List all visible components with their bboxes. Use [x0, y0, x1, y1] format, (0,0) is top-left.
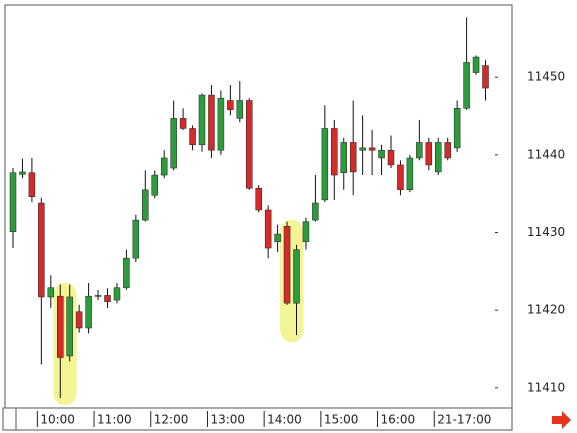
candle-body	[472, 56, 480, 73]
candle-body	[113, 287, 121, 301]
candle-body	[283, 226, 291, 304]
candle-body	[397, 164, 404, 191]
candle-body	[57, 295, 64, 358]
candle-body	[444, 142, 451, 159]
scroll-arrow[interactable]	[552, 411, 571, 429]
candle-body	[312, 202, 319, 221]
x-tick-label: 16:00	[381, 413, 416, 427]
candle-body	[28, 172, 36, 198]
candle-body	[160, 157, 168, 176]
candle-body	[368, 147, 376, 151]
candle-body	[302, 221, 310, 243]
candle-body	[349, 142, 357, 173]
candle-body	[9, 172, 17, 232]
candle-body	[132, 219, 140, 259]
candle-body	[104, 295, 111, 302]
candle-body	[387, 149, 395, 166]
y-tick-label: 11410	[527, 380, 565, 394]
candle-body	[208, 94, 215, 151]
y-tick-label: 11420	[527, 303, 565, 317]
x-tick-label: 12:00	[154, 413, 189, 427]
candle-body	[47, 287, 55, 298]
candle-body	[482, 65, 489, 89]
candle-body	[378, 149, 385, 159]
highlight	[53, 283, 77, 405]
candle-body	[19, 171, 26, 175]
highlight	[280, 220, 304, 342]
candle-body	[425, 142, 433, 166]
candle-body	[274, 233, 281, 243]
candle-body	[151, 174, 158, 196]
y-tick-label: 11440	[527, 147, 565, 161]
candle-body	[453, 108, 461, 149]
x-tick-label: 21-17:00	[437, 413, 491, 427]
x-tick-label: 11:00	[97, 413, 132, 427]
candle-body	[406, 157, 414, 191]
candle-body	[75, 311, 83, 329]
candle-body	[142, 189, 149, 221]
candle-body	[66, 296, 73, 357]
candle-body	[340, 142, 347, 173]
y-tick-label: 11430	[527, 225, 565, 239]
y-tick-label: 11450	[527, 70, 565, 84]
candle-body	[123, 257, 130, 288]
candle-body	[227, 100, 234, 111]
x-tick-label: 14:00	[267, 413, 302, 427]
x-tick-label: 13:00	[210, 413, 245, 427]
scroll-box	[2, 407, 17, 431]
candle-body	[236, 100, 244, 119]
candle-body	[170, 118, 177, 169]
candle-body	[264, 209, 272, 249]
candle-body	[331, 128, 338, 176]
candle-body	[359, 147, 366, 151]
candle-body	[189, 128, 196, 146]
x-tick-label: 15:00	[324, 413, 359, 427]
candle-body	[179, 118, 187, 129]
candle-body	[435, 142, 442, 173]
candle-body	[38, 202, 45, 298]
candle-body	[85, 295, 92, 329]
candle-body	[255, 188, 262, 211]
candle-body	[463, 62, 470, 109]
x-tick-label: 10:00	[40, 413, 75, 427]
candle-body	[246, 100, 253, 189]
candle-body	[416, 142, 423, 159]
x-axis-bar	[4, 407, 513, 431]
candle-body	[293, 249, 300, 304]
candle-body	[198, 94, 206, 146]
candle-body	[217, 97, 225, 151]
candle-body	[321, 128, 329, 201]
candle-body	[94, 295, 102, 297]
